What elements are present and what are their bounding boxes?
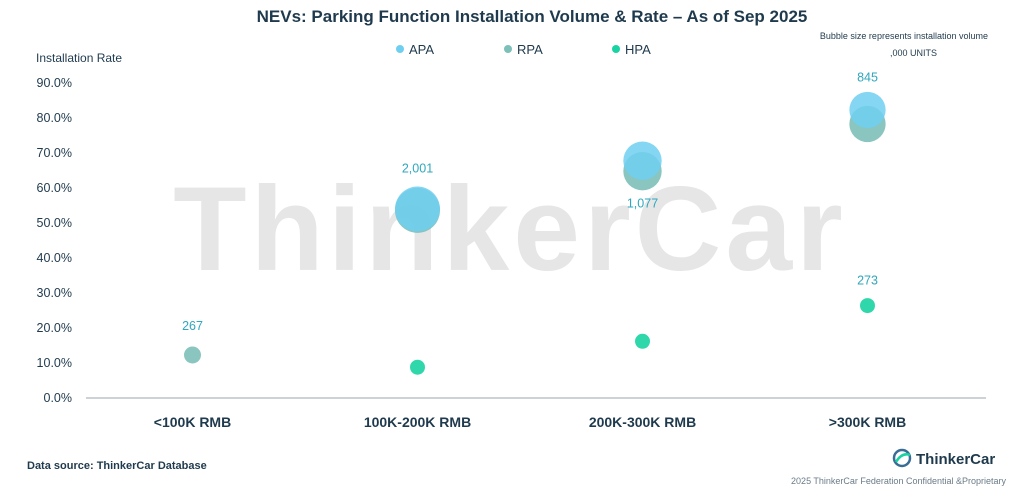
legend-label: APA [409,42,434,57]
unit-note: ,000 UNITS [890,48,937,58]
y-axis-ticks: 0.0% 10.0% 20.0% 30.0% 40.0% 50.0% 60.0% 70.0% 8… [37,76,72,405]
bubble-hpa [410,359,425,375]
bubbles [184,91,886,375]
bubble-apa [395,186,440,232]
legend-marker [396,45,404,53]
y-tick-label: 30.0% [37,286,72,300]
bubble-size-note: Bubble size represents installation volu… [820,31,988,41]
data-label: 2,001 [402,161,433,175]
data-source: Data source: ThinkerCar Database [27,460,207,472]
y-tick-label: 60.0% [37,181,72,195]
legend: APA RPA HPA [396,42,651,57]
x-category-label: 100K-200K RMB [364,414,471,430]
y-tick-label: 40.0% [37,251,72,265]
thinkercar-logo-icon [892,448,912,468]
y-tick-label: 20.0% [37,321,72,335]
y-axis-label: Installation Rate [36,51,122,65]
watermark: ThinkerCar [173,162,847,296]
data-label: 267 [182,319,203,333]
x-category-label: <100K RMB [154,414,231,430]
legend-label: HPA [625,42,651,57]
y-tick-label: 0.0% [44,391,73,405]
data-label: 273 [857,273,878,287]
brand-name: ThinkerCar [916,451,995,468]
chart-title: NEVs: Parking Function Installation Volu… [257,7,808,26]
y-tick-label: 90.0% [37,76,72,90]
bubble-rpa [184,346,201,364]
data-labels: 267 2,001 1,077 845 273 [182,70,878,333]
bubble-apa [623,141,662,180]
y-tick-label: 50.0% [37,216,72,230]
legend-marker [504,45,512,53]
y-tick-label: 80.0% [37,111,72,125]
footer-confidential: 2025 ThinkerCar Federation Confidential … [791,476,1006,486]
legend-label: RPA [517,42,543,57]
x-category-label: 200K-300K RMB [589,414,696,430]
y-tick-label: 70.0% [37,146,72,160]
data-label: 1,077 [627,196,658,210]
y-tick-label: 10.0% [37,356,72,370]
data-label: 845 [857,70,878,84]
x-category-label: >300K RMB [829,414,906,430]
legend-marker [612,45,620,53]
bubble-hpa [635,333,650,349]
x-axis-categories: <100K RMB 100K-200K RMB 200K-300K RMB >300K… [154,414,906,430]
bubble-apa [849,91,886,129]
bubble-hpa [860,298,875,314]
